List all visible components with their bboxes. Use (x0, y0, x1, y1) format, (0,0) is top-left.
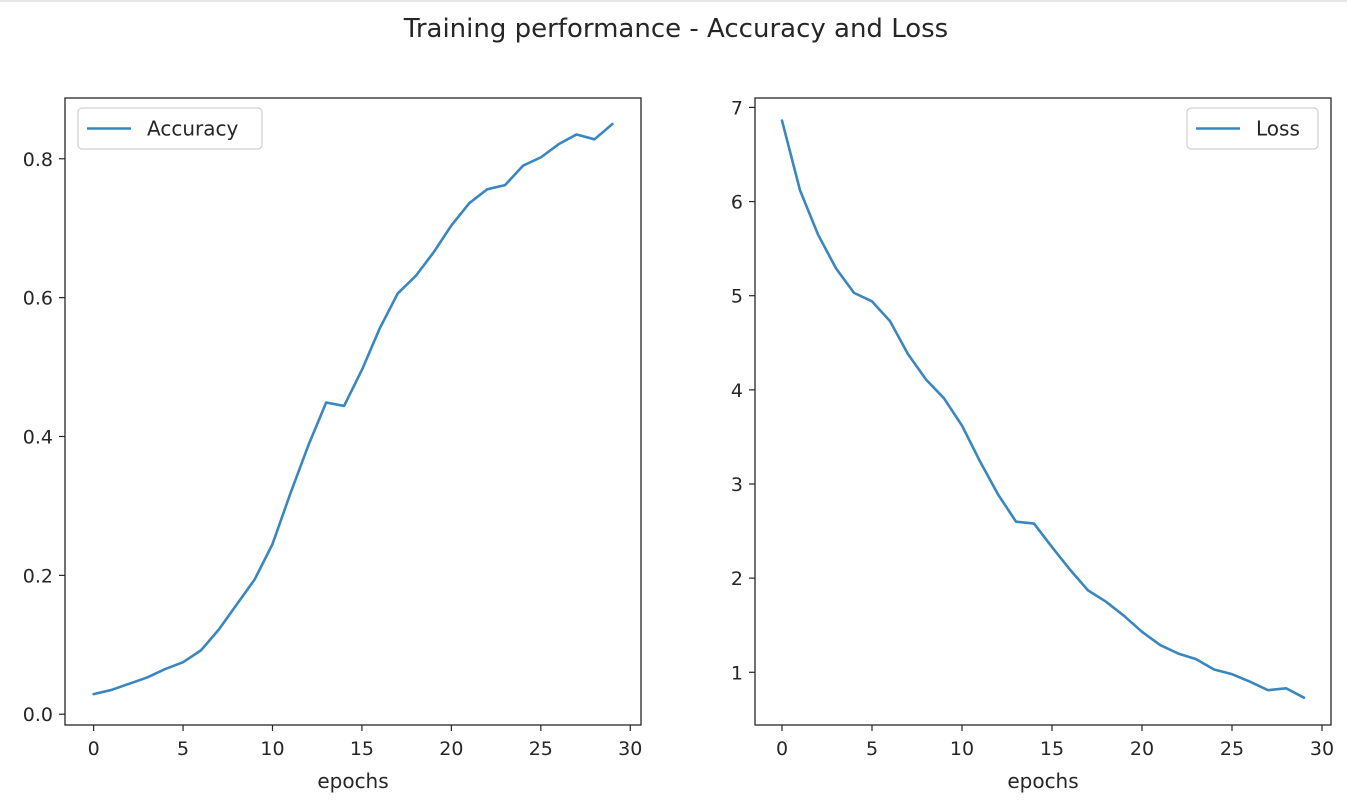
figure-title: Training performance - Accuracy and Loss (403, 14, 948, 44)
accuracy-line (92, 122, 614, 696)
x-axis-label: epochs (317, 769, 388, 793)
y-tick-label: 0.8 (23, 149, 53, 171)
x-tick-label: 15 (350, 738, 374, 760)
x-tick-label: 0 (88, 738, 100, 760)
x-tick-label: 10 (950, 738, 974, 760)
y-tick-label: 4 (731, 380, 743, 402)
axes-frame (754, 97, 1332, 726)
x-tick-label: 20 (439, 738, 463, 760)
x-tick-label: 25 (1220, 738, 1244, 760)
legend-label: Accuracy (147, 117, 238, 141)
y-tick-label: 7 (731, 97, 743, 119)
x-tick-label: 10 (260, 738, 284, 760)
axes-frame (64, 97, 642, 726)
legend: Accuracy (77, 107, 263, 150)
legend-box (77, 107, 263, 150)
legend-label: Loss (1256, 117, 1300, 141)
legend: Loss (1186, 107, 1319, 150)
x-tick-label: 0 (776, 738, 788, 760)
y-tick-label: 0.2 (23, 565, 53, 587)
x-tick-label: 5 (866, 738, 878, 760)
y-tick-label: 1 (731, 662, 743, 684)
y-tick-label: 5 (731, 286, 743, 308)
x-tick-label: 20 (1130, 738, 1154, 760)
y-tick-label: 0.4 (23, 426, 53, 448)
x-tick-label: 5 (177, 738, 189, 760)
accuracy-subplot: 0 5 10 15 20 25 30 0.0 0.2 0.4 0.6 0.8 epochs Accurac… (23, 97, 642, 793)
x-tick-label: 15 (1040, 738, 1064, 760)
x-tick-label: 25 (529, 738, 553, 760)
top-border (0, 0, 1347, 2)
legend-box (1186, 107, 1319, 150)
y-tick-label: 0.0 (23, 704, 53, 726)
y-tick-label: 6 (731, 192, 743, 214)
x-tick-label: 30 (1310, 738, 1334, 760)
loss-line (780, 119, 1306, 699)
x-tick-label: 30 (618, 738, 642, 760)
y-tick-label: 0.6 (23, 288, 53, 310)
loss-subplot: 0 5 10 15 20 25 30 1 2 3 4 5 6 7 epochs Loss (731, 97, 1334, 793)
y-tick-label: 3 (731, 474, 743, 496)
y-tick-label: 2 (731, 568, 743, 590)
x-axis-label: epochs (1007, 769, 1078, 793)
